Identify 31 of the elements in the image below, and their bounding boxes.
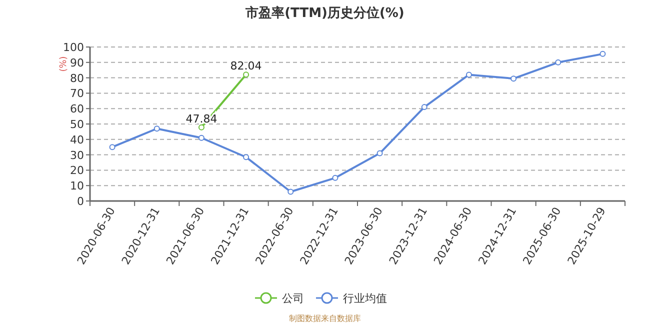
y-tick-label: 40 <box>70 133 84 146</box>
y-tick-label: 100 <box>63 41 84 54</box>
y-axis-title: (%) <box>59 56 69 72</box>
point <box>421 104 428 110</box>
y-tick-label: 90 <box>70 56 84 70</box>
point <box>109 144 116 150</box>
point <box>600 50 606 57</box>
point <box>154 126 160 132</box>
text: 制图数据来自数据库 <box>289 314 361 323</box>
point <box>510 76 517 82</box>
y-tick-label: 30 <box>70 148 84 162</box>
y-tick-label: 0 <box>77 195 84 208</box>
point <box>288 188 294 195</box>
legend-label: 公司 <box>282 292 304 305</box>
y-tick-label: 10 <box>70 180 84 193</box>
y-tick-label: 80 <box>70 72 84 85</box>
chart-title: 市盈率(TTM)历史分位(%) <box>244 5 404 21</box>
data-label: 82.04 <box>230 60 262 73</box>
point <box>332 174 338 181</box>
point <box>376 150 383 156</box>
y-tick-label: 20 <box>70 164 84 178</box>
point <box>466 72 472 78</box>
point <box>198 124 204 130</box>
point <box>243 154 250 160</box>
y-tick-label: 50 <box>70 118 84 131</box>
point <box>243 72 250 78</box>
y-tick-label: 60 <box>70 102 84 116</box>
y-tick-label: 70 <box>70 87 84 100</box>
point <box>555 59 562 66</box>
legend-label: 行业均值 <box>343 292 387 305</box>
point <box>198 134 204 141</box>
